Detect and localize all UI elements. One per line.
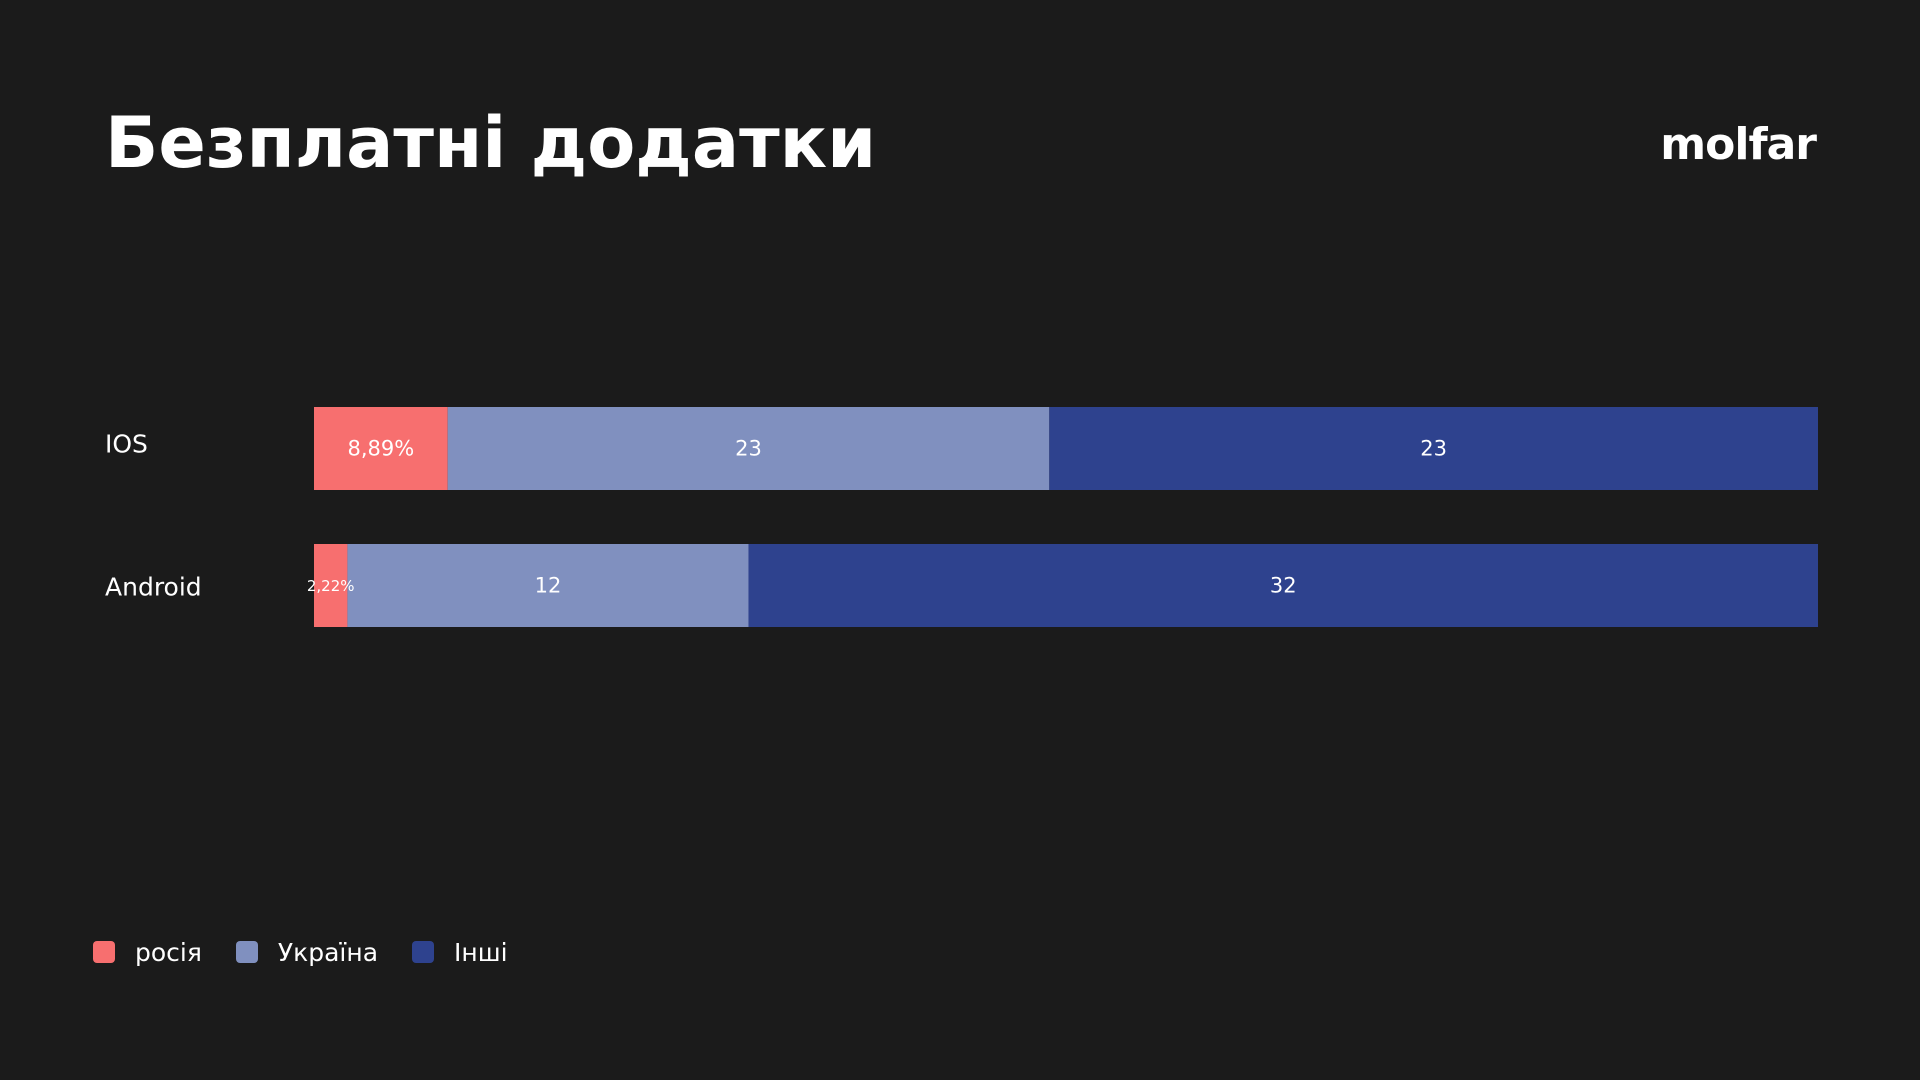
bar-label-ios-0: 8,89%	[347, 437, 414, 461]
bar-label-android-2: 32	[1270, 574, 1297, 598]
molfar-logo: molfar	[1660, 119, 1817, 170]
bar-labels: 8,89% 23 23 2,22% 12 32	[307, 437, 1447, 598]
legend-label: росія	[135, 937, 202, 967]
bar-segment-ios-0	[314, 407, 448, 490]
legend-label: Україна	[277, 937, 379, 967]
legend-item-1: Україна	[235, 937, 379, 967]
bar-label-ios-1: 23	[735, 437, 762, 461]
bar-segment-ios-2	[1049, 407, 1818, 490]
bar-segment-android-1	[347, 544, 749, 627]
bar-segment-android-2	[748, 544, 1818, 627]
bar-segment-android-0	[314, 544, 348, 627]
legend-item-0: росія	[93, 938, 202, 967]
bar-label-ios-2: 23	[1420, 437, 1447, 461]
page-title: Безплатні додатки	[105, 102, 877, 184]
bars	[314, 407, 1818, 627]
bar-label-android-1: 12	[535, 574, 562, 598]
bar-label-android-0: 2,22%	[307, 577, 355, 595]
legend-item-2: Інші	[412, 938, 508, 967]
legend-swatch	[412, 941, 435, 963]
bar-segment-ios-1	[447, 407, 1050, 490]
legend: росія Україна Інші	[93, 935, 542, 969]
legend-label: Інші	[454, 937, 508, 967]
category-label-android: Android	[105, 573, 202, 602]
category-labels: IOS Android	[105, 430, 202, 602]
legend-swatch	[235, 941, 258, 963]
legend-swatch	[93, 941, 115, 963]
category-label-ios: IOS	[105, 430, 148, 459]
